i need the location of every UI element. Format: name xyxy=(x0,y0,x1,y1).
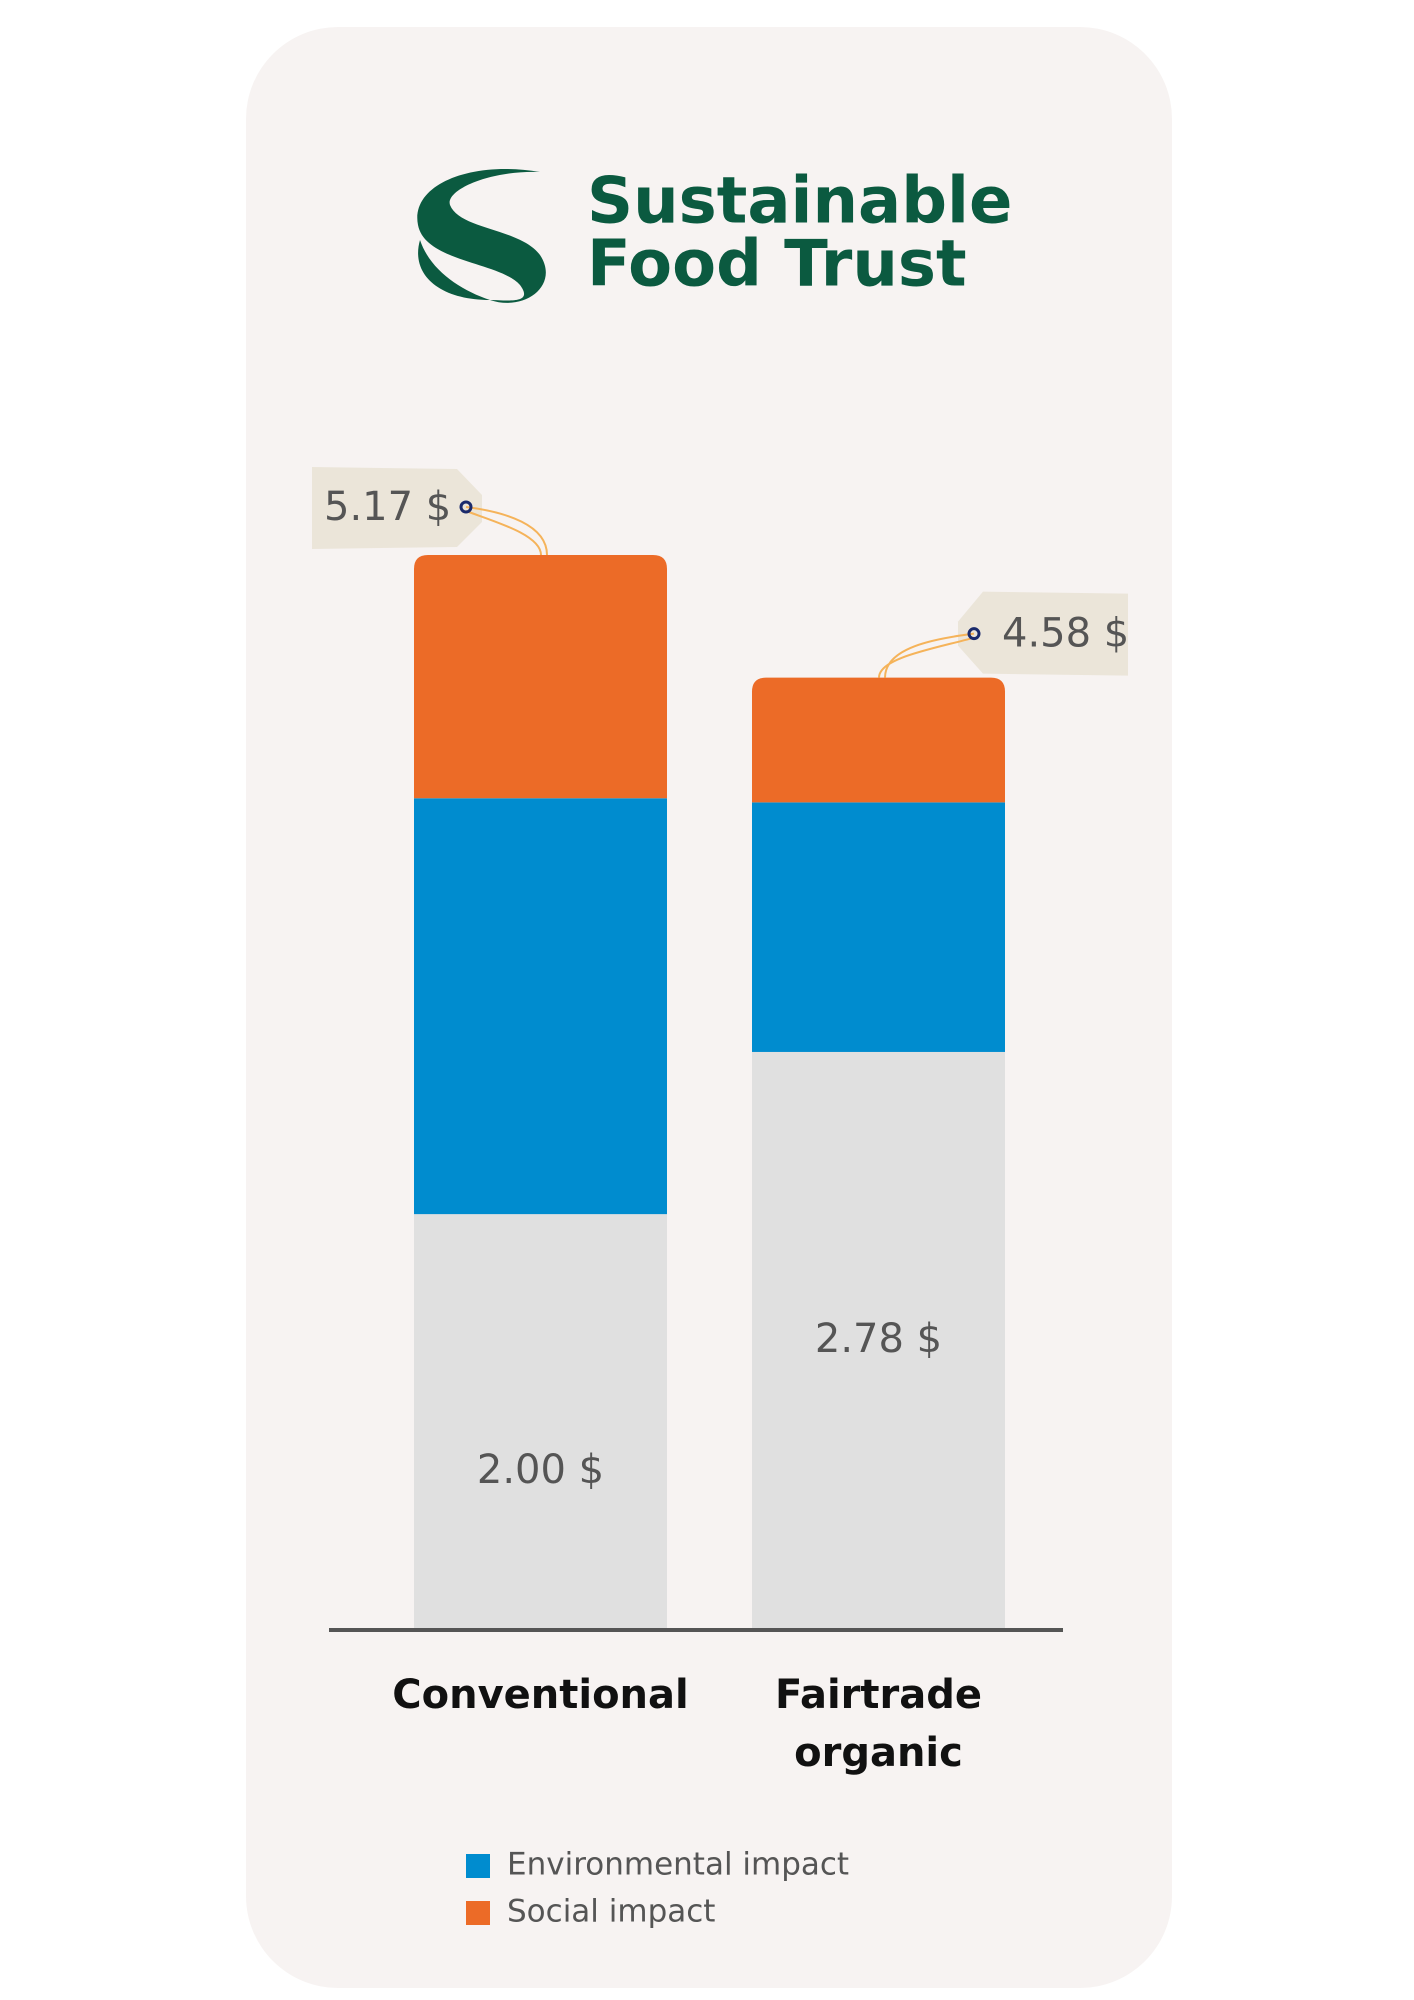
tag-string xyxy=(878,636,975,678)
total-label: 4.58 $ xyxy=(1002,611,1129,657)
bar-segment xyxy=(752,677,1005,803)
category-label: Conventional xyxy=(392,1672,689,1718)
tag-string xyxy=(465,506,548,556)
logo-text: Food Trust xyxy=(587,228,967,302)
tag xyxy=(958,591,1128,676)
logo-mark xyxy=(417,168,546,303)
tag-hole xyxy=(967,627,981,641)
total-label: 5.17 $ xyxy=(324,484,451,530)
category-label: Fairtrade organic xyxy=(774,1672,982,1776)
logo-text: Sustainable xyxy=(587,165,1012,239)
bar-segment xyxy=(752,802,1005,1052)
legend-label: Environmental impact xyxy=(507,1847,849,1883)
bar-segment xyxy=(414,798,667,1215)
bar-segment xyxy=(414,555,667,799)
tag-string xyxy=(884,632,975,678)
bar-segment xyxy=(414,1214,667,1630)
tag-hole xyxy=(459,500,473,514)
legend-swatch xyxy=(466,1901,490,1925)
value-label: 2.78 $ xyxy=(815,1316,942,1362)
legend-swatch xyxy=(466,1854,490,1878)
legend-label: Social impact xyxy=(507,1894,715,1930)
value-label: 2.00 $ xyxy=(477,1447,604,1493)
bar-segment xyxy=(752,1051,1005,1630)
tag xyxy=(312,467,482,549)
tag-string xyxy=(465,510,542,556)
